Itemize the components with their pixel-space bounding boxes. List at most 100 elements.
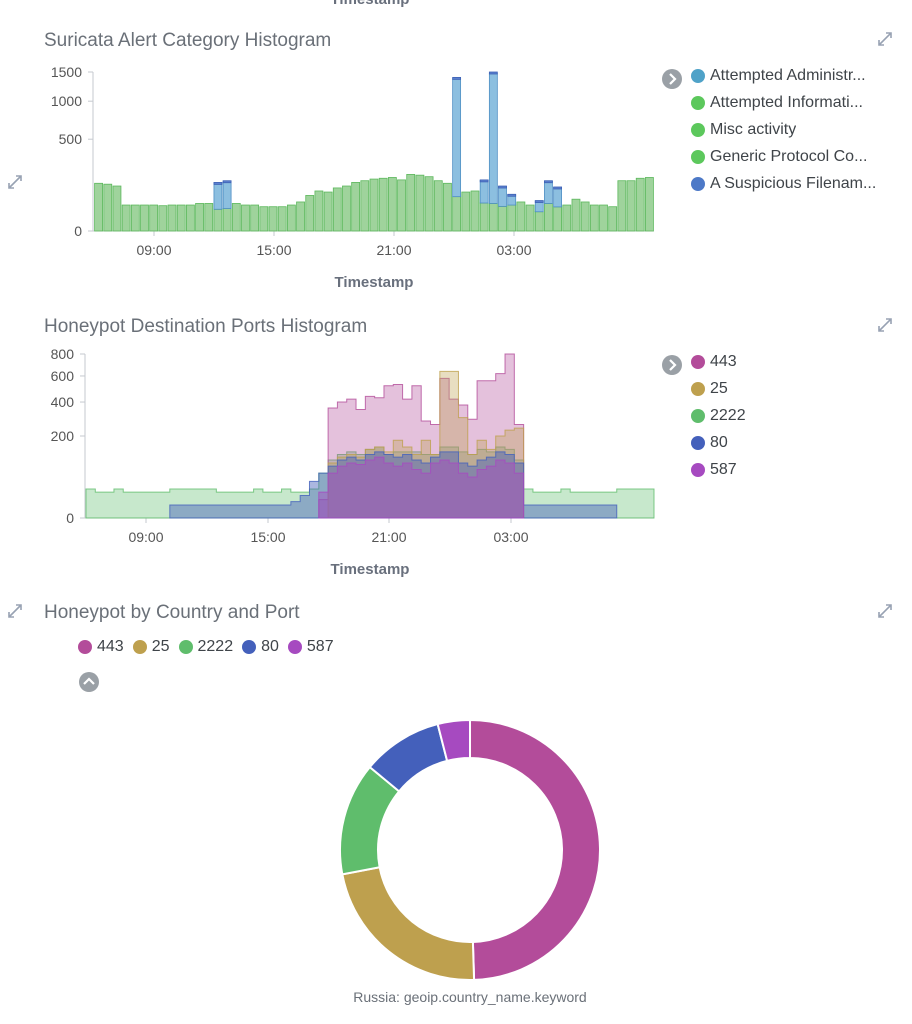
histogram-bar[interactable] [250,204,260,232]
ports-legend-item[interactable]: 443 [691,348,891,375]
donut-caption: Russia: geoip.country_name.keyword [353,989,587,1005]
histogram-bar[interactable] [176,204,186,232]
histogram-bar[interactable] [314,190,324,232]
histogram-bar[interactable] [231,203,241,232]
ports-legend-item[interactable]: 80 [691,429,891,456]
histogram-bar[interactable] [626,180,636,232]
histogram-bar[interactable] [94,182,103,232]
legend-color-dot [287,640,302,654]
histogram-bar[interactable] [360,180,370,232]
histogram-bar[interactable] [378,177,388,232]
histogram-bar[interactable] [387,177,397,232]
donut-slice-25[interactable] [341,866,476,981]
suricata-legend-item[interactable]: Misc activity [691,116,901,143]
histogram-bar[interactable] [103,183,113,232]
histogram-bar[interactable] [617,180,627,232]
legend-label: Attempted Informati... [710,93,863,111]
histogram-bar[interactable] [553,186,562,232]
legend-color-dot [691,435,705,450]
histogram-bar[interactable] [534,200,544,232]
histogram-bar[interactable] [635,177,645,232]
legend-color-dot [78,640,92,654]
histogram-bar[interactable] [498,185,507,232]
donut-slice-443[interactable] [469,718,601,981]
expand-icon[interactable] [877,603,893,619]
expand-icon[interactable] [7,174,23,190]
ports-histogram: 0 200 400 600 800 09:00 15:00 21:00 03:00 [51,346,655,545]
histogram-bar[interactable] [277,206,287,232]
y-tick-label: 600 [51,368,75,384]
country-legend-item[interactable]: 587 [287,638,334,656]
histogram-bar[interactable] [286,204,296,232]
histogram-bar[interactable] [488,71,498,232]
histogram-bar[interactable] [608,206,618,232]
legend-collapse-button[interactable] [79,672,99,692]
histogram-bar[interactable] [406,174,416,232]
histogram-bar[interactable] [323,191,333,232]
histogram-bar[interactable] [222,180,232,232]
legend-label: Generic Protocol Co... [710,147,868,165]
histogram-bar[interactable] [433,180,443,232]
histogram-bar[interactable] [332,187,342,232]
port-587-area[interactable] [318,456,525,519]
histogram-bar[interactable] [599,204,608,232]
histogram-bar[interactable] [342,185,351,232]
histogram-bar[interactable] [195,203,204,232]
histogram-bar[interactable] [397,179,406,232]
histogram-bar[interactable] [516,201,526,232]
ports-legend-item[interactable]: 2222 [691,402,891,429]
histogram-bar[interactable] [296,201,305,232]
suricata-legend-item[interactable]: Attempted Informati... [691,89,901,116]
histogram-bar[interactable] [562,204,572,232]
country-legend-item[interactable]: 80 [242,638,279,656]
expand-icon[interactable] [7,603,23,619]
port-25-area[interactable] [327,370,525,519]
histogram-bar[interactable] [268,206,278,232]
histogram-bar[interactable] [580,201,590,232]
legend-toggle-button[interactable] [662,355,682,375]
legend-label: 80 [261,638,279,655]
histogram-bar[interactable] [186,204,195,232]
expand-icon[interactable] [877,31,893,47]
histogram-bar[interactable] [167,204,177,232]
expand-icon[interactable] [877,317,893,333]
histogram-bar[interactable] [461,191,471,232]
histogram-bar[interactable] [121,204,131,232]
histogram-bar[interactable] [452,76,462,232]
country-legend-item[interactable]: 25 [132,638,170,656]
histogram-bar[interactable] [589,204,599,232]
histogram-bar[interactable] [204,203,214,232]
histogram-bar[interactable] [140,204,149,232]
histogram-bar[interactable] [415,174,425,232]
histogram-bar[interactable] [112,185,122,232]
histogram-bar[interactable] [424,176,434,232]
suricata-legend-item[interactable]: Generic Protocol Co... [691,143,901,170]
country-legend-item[interactable]: 443 [78,638,124,656]
chevron-right-icon [669,73,677,85]
donut-slice-587[interactable] [436,718,471,763]
histogram-bar[interactable] [645,177,654,232]
histogram-bar[interactable] [571,198,581,232]
ports-legend-item[interactable]: 587 [691,456,891,483]
histogram-bar[interactable] [369,178,379,232]
country-legend-item[interactable]: 2222 [178,638,233,656]
histogram-bar[interactable] [130,204,140,232]
legend-toggle-button[interactable] [662,69,682,89]
histogram-bar[interactable] [470,190,480,232]
histogram-bar[interactable] [479,179,489,232]
histogram-bar[interactable] [149,204,159,232]
histogram-bar[interactable] [525,204,535,232]
legend-color-dot [242,640,257,654]
ports-legend-item[interactable]: 25 [691,375,891,402]
histogram-bar[interactable] [544,180,553,232]
suricata-legend-item[interactable]: Attempted Administr... [691,62,901,89]
histogram-bar[interactable] [507,193,517,232]
histogram-bar[interactable] [259,206,269,232]
histogram-bar[interactable] [443,182,452,232]
histogram-bar[interactable] [241,204,250,232]
suricata-legend-item[interactable]: A Suspicious Filenam... [691,170,901,197]
histogram-bar[interactable] [305,195,315,232]
histogram-bar[interactable] [351,182,361,232]
histogram-bar[interactable] [158,205,168,232]
histogram-bar[interactable] [213,182,223,232]
